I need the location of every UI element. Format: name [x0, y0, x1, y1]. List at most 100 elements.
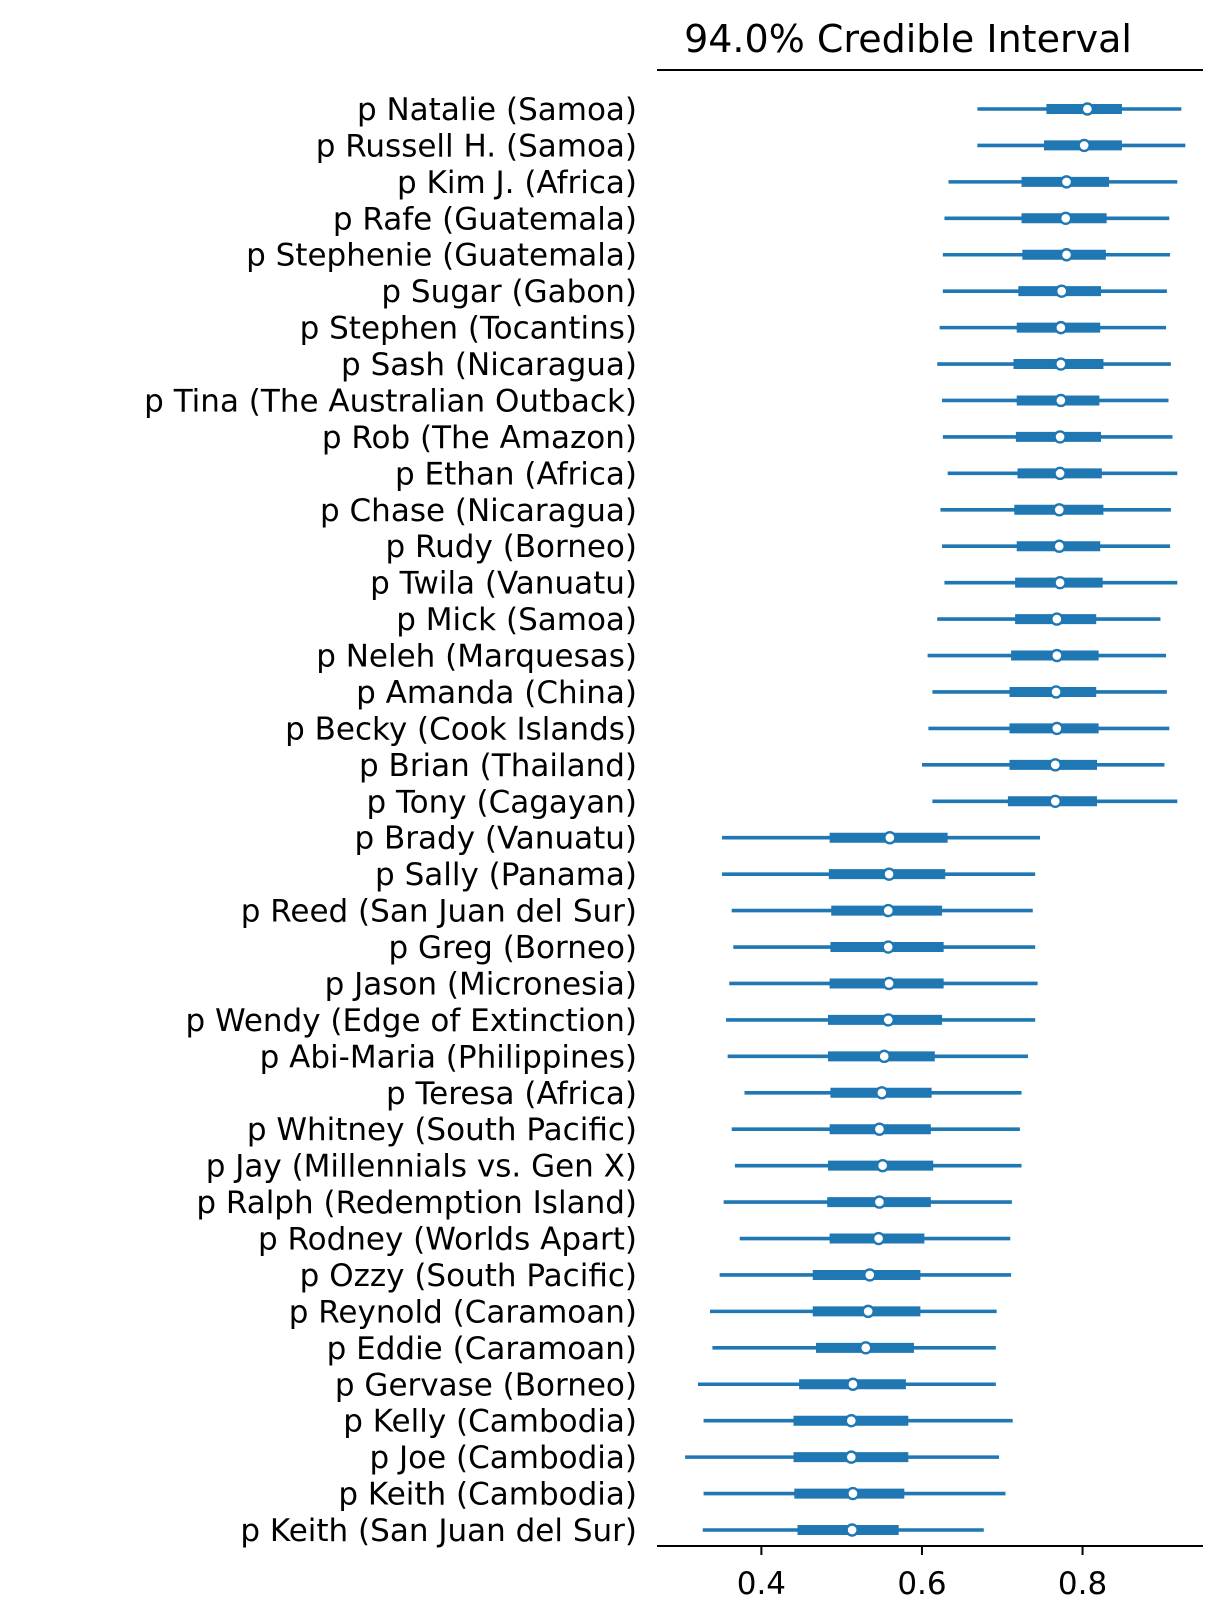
interval-row: [947, 466, 1178, 481]
median-marker: [845, 1523, 859, 1537]
interval-row: [729, 976, 1038, 991]
row-label: p Tony (Cagayan): [366, 784, 637, 820]
interval-row: [932, 685, 1167, 699]
interval-row: [944, 211, 1170, 226]
interval-row: [977, 138, 1186, 153]
median-marker: [881, 1013, 895, 1027]
median-marker: [1054, 393, 1068, 408]
row-label: p Kim J. (Africa): [397, 165, 637, 201]
median-marker: [871, 1231, 886, 1246]
median-marker: [1059, 175, 1074, 189]
median-marker: [844, 1413, 859, 1428]
median-marker: [875, 1158, 890, 1173]
median-marker: [1050, 612, 1064, 626]
median-marker: [1052, 503, 1066, 517]
row-label: p Kelly (Cambodia): [343, 1404, 637, 1440]
median-marker: [1048, 758, 1062, 772]
median-marker: [1052, 539, 1066, 553]
row-label: p Reynold (Caramoan): [289, 1294, 637, 1330]
row-label: p Mick (Samoa): [396, 602, 637, 638]
median-marker: [846, 1377, 860, 1391]
row-label: p Jason (Micronesia): [325, 966, 637, 1002]
row-label: p Ethan (Africa): [395, 456, 637, 492]
median-marker: [1080, 102, 1095, 116]
interval-row: [940, 503, 1171, 517]
median-marker: [883, 831, 897, 845]
row-label: p Gervase (Borneo): [335, 1367, 637, 1403]
median-marker: [1050, 648, 1064, 663]
median-marker: [1059, 248, 1074, 262]
row-label: p Ozzy (South Pacific): [300, 1258, 637, 1294]
row-label: p Becky (Cook Islands): [285, 711, 637, 747]
median-marker: [877, 1049, 891, 1064]
interval-row: [731, 1122, 1020, 1136]
row-label: p Rafe (Guatemala): [333, 201, 637, 237]
median-marker: [1053, 575, 1067, 590]
row-label: p Rob (The Amazon): [322, 420, 637, 456]
median-marker: [1058, 211, 1073, 226]
row-label: p Rudy (Borneo): [385, 529, 637, 565]
x-tick-label: 0.8: [1058, 1566, 1107, 1602]
median-marker: [1053, 430, 1067, 444]
row-label: p Wendy (Edge of Extinction): [185, 1003, 637, 1039]
interval-row: [739, 1231, 1011, 1246]
row-label: p Amanda (China): [356, 675, 637, 711]
interval-row: [977, 102, 1182, 116]
interval-marks: [685, 102, 1186, 1537]
row-label: p Sugar (Gabon): [381, 274, 637, 310]
interval-row: [928, 721, 1170, 736]
interval-row: [733, 940, 1036, 954]
row-label: p Tina (The Australian Outback): [144, 383, 637, 419]
row-label: p Stephen (Tocantins): [300, 311, 637, 347]
row-label: p Sally (Panama): [375, 857, 637, 893]
interval-row: [719, 1268, 1012, 1282]
interval-row: [722, 867, 1036, 881]
median-marker: [882, 867, 896, 881]
interval-row: [944, 575, 1178, 590]
median-marker: [859, 1341, 873, 1355]
interval-row: [709, 1304, 997, 1319]
row-label: p Joe (Cambodia): [369, 1440, 637, 1476]
x-axis-ticks: 0.4 0.6 0.8: [737, 1546, 1107, 1602]
row-label: p Rodney (Worlds Apart): [258, 1222, 637, 1258]
interval-row: [723, 1195, 1012, 1209]
row-label: p Stephenie (Guatemala): [246, 238, 637, 274]
median-marker: [882, 976, 896, 991]
interval-row: [932, 794, 1178, 808]
median-marker: [872, 1195, 887, 1209]
median-marker: [1054, 284, 1069, 298]
interval-row: [702, 1523, 984, 1537]
interval-row: [942, 430, 1173, 444]
interval-row: [731, 903, 1033, 918]
x-tick-label: 0.6: [897, 1566, 946, 1602]
row-label: p Twila (Vanuatu): [370, 566, 637, 602]
median-marker: [872, 1122, 887, 1136]
median-marker: [844, 1450, 859, 1464]
interval-row: [927, 648, 1167, 663]
interval-row: [697, 1377, 996, 1391]
median-marker: [881, 940, 895, 954]
row-label: p Abi-Maria (Philippines): [260, 1039, 637, 1075]
interval-row: [937, 357, 1171, 371]
row-label: p Keith (San Juan del Sur): [240, 1513, 637, 1549]
x-tick-label: 0.4: [737, 1566, 786, 1602]
interval-row: [942, 248, 1171, 262]
interval-row: [942, 393, 1169, 408]
interval-row: [744, 1086, 1022, 1100]
row-labels: p Natalie (Samoa)p Russell H. (Samoa)p K…: [144, 92, 637, 1549]
row-label: p Russell H. (Samoa): [316, 128, 637, 164]
interval-row: [727, 1049, 1028, 1064]
median-marker: [861, 1304, 875, 1319]
interval-row: [726, 1013, 1036, 1027]
row-label: p Chase (Nicaragua): [320, 493, 637, 529]
row-label: p Brian (Thailand): [359, 748, 637, 784]
median-marker: [1077, 138, 1091, 153]
row-label: p Ralph (Redemption Island): [196, 1185, 637, 1221]
median-marker: [1048, 794, 1062, 808]
row-label: p Brady (Vanuatu): [355, 821, 638, 857]
interval-row: [937, 612, 1161, 626]
row-label: p Eddie (Caramoan): [327, 1331, 637, 1367]
median-marker: [1053, 466, 1067, 481]
interval-row: [712, 1341, 996, 1355]
